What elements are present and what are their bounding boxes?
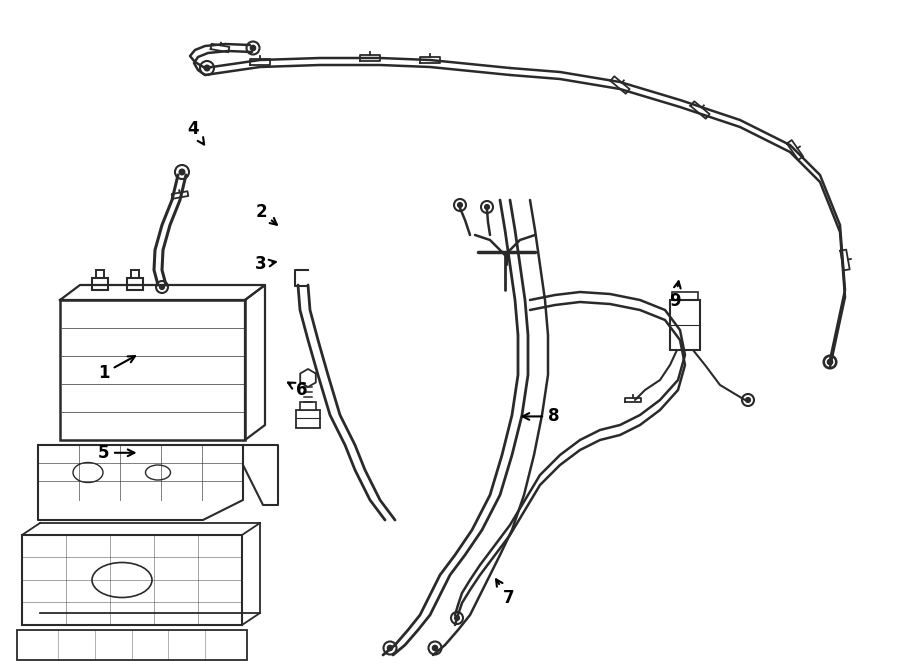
Bar [127, 278, 143, 290]
Text: 3: 3 [256, 255, 275, 274]
Bar [131, 270, 139, 278]
Text: 1: 1 [98, 356, 135, 383]
Circle shape [159, 285, 165, 290]
Bar [17, 630, 247, 660]
Bar [296, 410, 320, 428]
Text: 4: 4 [188, 120, 204, 145]
Text: 9: 9 [670, 282, 680, 310]
Text: 6: 6 [288, 381, 307, 399]
Bar [60, 300, 245, 440]
Circle shape [179, 169, 184, 175]
Circle shape [204, 65, 210, 71]
Text: 7: 7 [496, 579, 514, 607]
Circle shape [454, 615, 459, 621]
Circle shape [387, 645, 392, 650]
Text: 8: 8 [523, 407, 559, 426]
Circle shape [432, 645, 437, 650]
Bar [96, 270, 104, 278]
Text: 5: 5 [98, 444, 134, 462]
Bar [670, 300, 700, 350]
Bar [300, 402, 316, 410]
Bar [92, 278, 108, 290]
Bar [22, 535, 242, 625]
Circle shape [457, 203, 463, 208]
Circle shape [828, 360, 832, 364]
Bar [672, 292, 698, 300]
Circle shape [827, 360, 832, 365]
Circle shape [250, 46, 256, 51]
Circle shape [484, 205, 490, 210]
Text: 2: 2 [256, 202, 277, 225]
Circle shape [745, 398, 751, 403]
